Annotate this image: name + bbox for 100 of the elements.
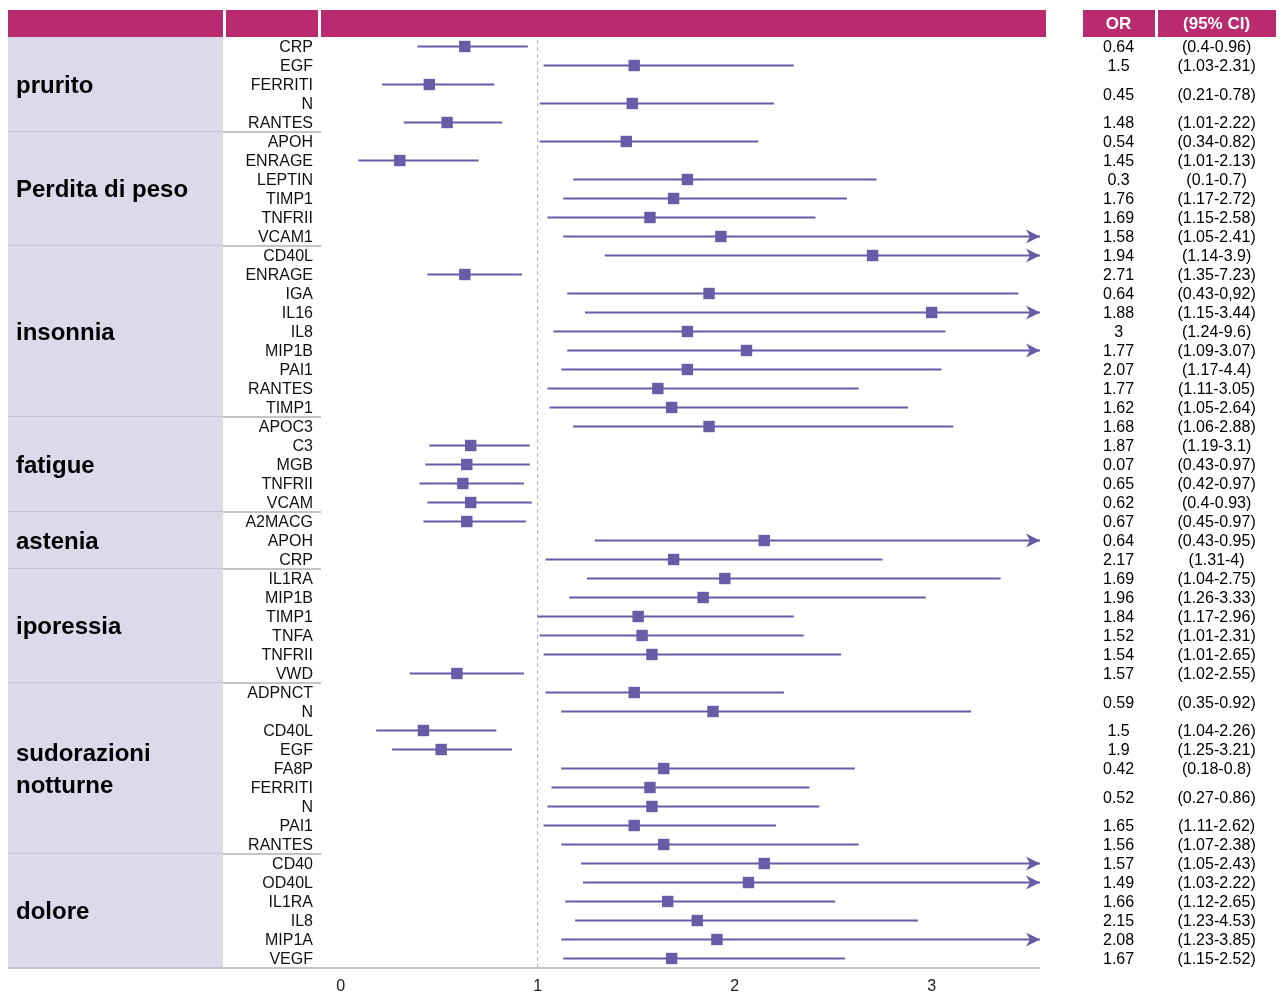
text: 1.69 <box>1102 208 1136 227</box>
text: dolore <box>16 896 91 926</box>
y-tick-label: IL8 <box>290 323 314 341</box>
text: 1.87 <box>1102 436 1136 455</box>
point <box>925 306 938 319</box>
point <box>646 648 658 661</box>
text: 1.45 <box>1102 151 1136 170</box>
point <box>459 268 471 281</box>
point <box>658 762 670 775</box>
text: 0.64 <box>1102 531 1136 550</box>
text: fatigue <box>16 449 96 480</box>
x-tick-label: 3 <box>927 977 937 995</box>
text: Perdita di peso <box>16 174 190 204</box>
text: 1.56 <box>1102 835 1136 854</box>
y-tick-label: MIP1B <box>264 589 313 607</box>
text: (0.18-0.8) <box>1180 759 1253 778</box>
text: (1.26-3.33) <box>1176 588 1257 607</box>
text: (1.23-4.53) <box>1176 911 1257 930</box>
text: 0.67 <box>1102 512 1136 531</box>
text: (0.21-0.78) <box>1176 84 1257 104</box>
text: (1.24-9.6) <box>1180 322 1253 341</box>
text: 2.08 <box>1102 930 1136 949</box>
text: (1.03-2.22) <box>1176 873 1257 892</box>
text: 1.66 <box>1102 892 1136 911</box>
text: 1.69 <box>1102 569 1136 588</box>
point <box>665 401 678 414</box>
point <box>697 591 709 604</box>
y-tick-label: N <box>301 95 313 113</box>
text: sudorazioni notturne <box>16 737 152 800</box>
y-tick-label: APOC3 <box>258 418 314 436</box>
point <box>620 135 633 148</box>
point <box>457 477 469 490</box>
text: 1.94 <box>1102 246 1136 265</box>
text: (1.17-4.4) <box>1180 360 1253 379</box>
y-tick-label: PAI1 <box>279 817 314 835</box>
text: (1.11-3.05) <box>1177 379 1257 398</box>
text: (1.31-4) <box>1187 550 1246 569</box>
y-tick-label: CD40 <box>272 855 314 873</box>
text: (1.01-2.22) <box>1176 113 1257 132</box>
text: OR <box>1082 10 1155 37</box>
text: (1.01-2.31) <box>1176 626 1257 645</box>
text: (0.43-0,92) <box>1176 284 1257 303</box>
point <box>465 439 477 452</box>
y-tick-label: PAI1 <box>279 361 314 379</box>
text: 2.15 <box>1102 911 1136 930</box>
point <box>644 781 656 794</box>
point <box>707 705 719 718</box>
point <box>691 914 703 927</box>
text: 1.57 <box>1102 854 1136 873</box>
text: prurito <box>16 69 95 100</box>
point <box>866 249 879 262</box>
y-tick-label: N <box>301 798 313 816</box>
point <box>423 78 436 91</box>
text: (1.06-2.88) <box>1176 417 1257 436</box>
text: (0.27-0.86) <box>1176 787 1257 807</box>
point <box>665 952 678 965</box>
text: (0.4-0.96) <box>1180 37 1253 56</box>
point <box>646 800 658 813</box>
point <box>667 553 680 566</box>
y-tick-label: CD40L <box>263 247 314 265</box>
text: (1.14-3.9) <box>1180 246 1253 265</box>
text: (1.15-2.52) <box>1176 949 1257 968</box>
y-tick-label: VCAM1 <box>257 228 314 246</box>
text: 1.77 <box>1102 379 1136 398</box>
text: 2.07 <box>1102 360 1136 379</box>
point <box>451 667 463 680</box>
point <box>459 40 471 53</box>
text: (0.4-0.93) <box>1180 493 1253 512</box>
point <box>628 686 640 699</box>
point <box>461 515 473 528</box>
text: 1.48 <box>1102 113 1136 132</box>
text: (1.11-2.62) <box>1177 816 1257 835</box>
text: (1.03-2.31) <box>1176 56 1257 75</box>
text: 1.54 <box>1102 645 1136 664</box>
y-tick-label: APOH <box>267 532 313 550</box>
text: (1.05-2.43) <box>1176 854 1257 873</box>
text: (1.17-2.96) <box>1176 607 1257 626</box>
y-tick-label: TNFA <box>272 627 314 645</box>
y-tick-label: TNFRII <box>261 646 313 664</box>
point <box>711 933 723 946</box>
text: (1.09-3.07) <box>1176 341 1257 360</box>
y-tick-label: IL8 <box>290 912 314 930</box>
text: insonnia <box>16 316 116 347</box>
text: 0.07 <box>1102 455 1136 474</box>
point <box>628 819 640 832</box>
text: (1.07-2.38) <box>1176 835 1257 854</box>
y-tick-label: N <box>301 703 313 721</box>
text: (0.45-0.97) <box>1176 512 1257 531</box>
y-tick-label: ENRAGE <box>245 152 313 170</box>
text: 1.5 <box>1106 56 1131 75</box>
text: 0.59 <box>1102 692 1136 712</box>
point <box>681 363 694 376</box>
text: (1.04-2.26) <box>1176 721 1257 740</box>
text: (0.35-0.92) <box>1176 692 1257 712</box>
y-tick-label: TNFRII <box>261 475 313 493</box>
y-tick-label: IL16 <box>281 304 314 322</box>
text: (1.05-2.41) <box>1176 227 1257 246</box>
text: 1.76 <box>1102 189 1136 208</box>
point <box>661 895 674 908</box>
point <box>742 876 755 889</box>
